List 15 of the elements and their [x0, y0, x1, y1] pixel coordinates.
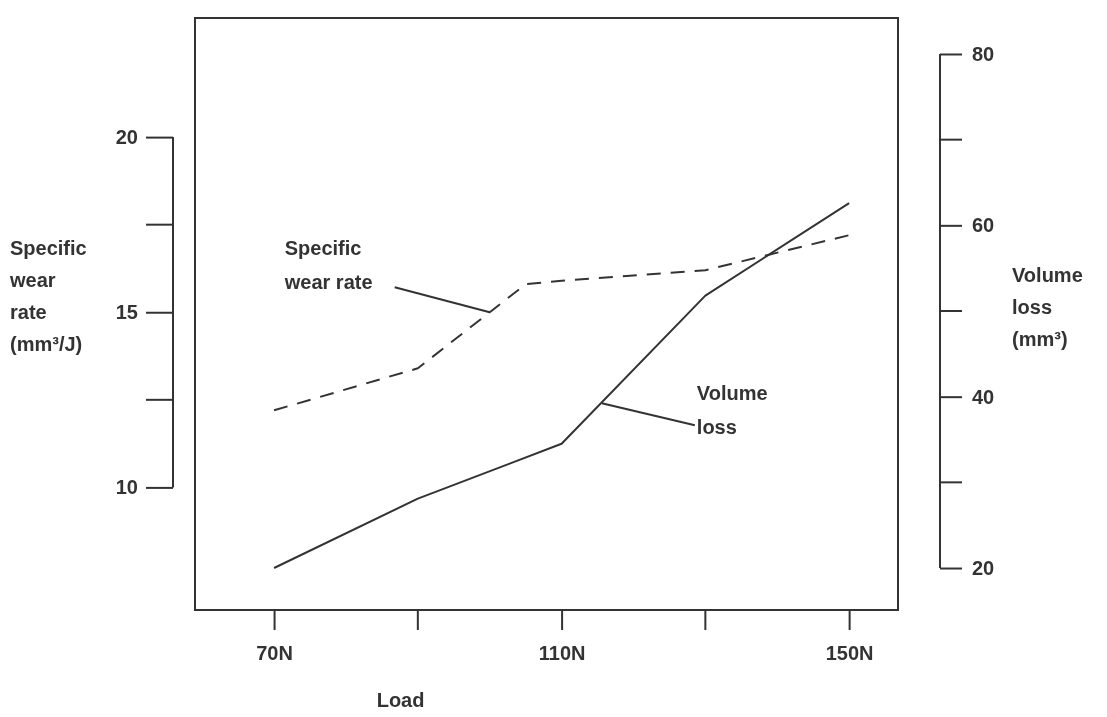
annotation: Volume loss — [696, 382, 768, 439]
x-axis-title: Load — [376, 689, 425, 711]
y2-tick-label: 80 — [972, 42, 995, 65]
x-tick-label: 70N — [256, 642, 293, 665]
y-tick-label: 10 — [115, 476, 138, 499]
x-tick-label: 110N — [538, 642, 586, 665]
y-axis-title: Specific wear rate (mm³/J) — [9, 237, 87, 355]
y-tick-label: 15 — [115, 301, 138, 324]
y2-axis-title: Volume loss (mm³) — [1012, 264, 1083, 350]
y2-tick-label: 40 — [972, 385, 995, 408]
y2-tick-label: 20 — [972, 556, 995, 579]
y2-tick-label: 60 — [972, 214, 995, 237]
x-tick-label: 150N — [825, 642, 874, 665]
y-tick-label: 20 — [115, 126, 138, 148]
annotation: Specific wear rate — [283, 237, 373, 294]
